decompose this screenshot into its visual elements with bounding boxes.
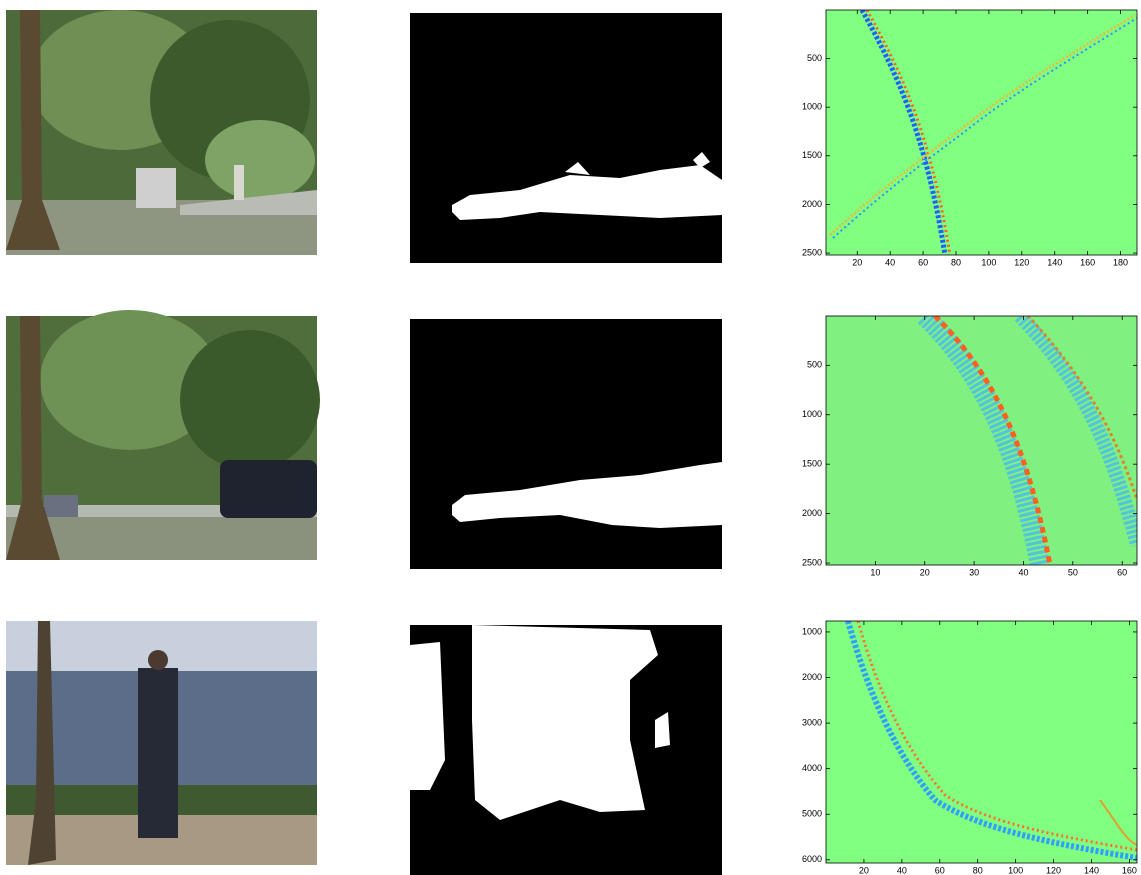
y-tick-label: 2000 xyxy=(802,508,822,518)
x-tick-label: 40 xyxy=(897,865,907,875)
y-tick-label: 1000 xyxy=(802,102,822,112)
heatmap-2 xyxy=(826,316,1137,565)
x-tick-label: 160 xyxy=(1122,865,1137,875)
x-tick-label: 160 xyxy=(1080,257,1095,267)
x-tick-label: 50 xyxy=(1068,567,1078,577)
y-tick-label: 6000 xyxy=(802,854,822,864)
y-tick-label: 2500 xyxy=(802,557,822,567)
y-tick-label: 500 xyxy=(807,53,822,63)
x-tick-label: 20 xyxy=(859,865,869,875)
x-tick-label: 20 xyxy=(920,567,930,577)
y-tick-label: 1000 xyxy=(802,409,822,419)
x-tick-label: 100 xyxy=(1008,865,1023,875)
x-tick-label: 80 xyxy=(951,257,961,267)
axes-frame xyxy=(825,315,1138,566)
x-tick-label: 20 xyxy=(852,257,862,267)
photo-1 xyxy=(6,10,317,255)
axes-frame xyxy=(825,620,1138,864)
y-tick-label: 5000 xyxy=(802,809,822,819)
y-tick-label: 2500 xyxy=(802,247,822,257)
mask-1 xyxy=(410,13,722,263)
y-tick-label: 2000 xyxy=(802,672,822,682)
x-tick-label: 60 xyxy=(935,865,945,875)
axes-frame xyxy=(825,9,1138,256)
photo-2 xyxy=(6,310,320,560)
mask-2 xyxy=(410,319,722,569)
y-tick-label: 3000 xyxy=(802,717,822,727)
x-tick-label: 10 xyxy=(870,567,880,577)
x-tick-label: 60 xyxy=(1117,567,1127,577)
y-tick-label: 1500 xyxy=(802,459,822,469)
y-tick-label: 2000 xyxy=(802,199,822,209)
mask-3 xyxy=(410,625,722,875)
x-tick-label: 140 xyxy=(1084,865,1099,875)
x-tick-label: 60 xyxy=(918,257,928,267)
y-tick-label: 1500 xyxy=(802,150,822,160)
y-tick-label: 1000 xyxy=(802,626,822,636)
x-tick-label: 140 xyxy=(1047,257,1062,267)
x-tick-label: 40 xyxy=(885,257,895,267)
photo-3 xyxy=(6,621,317,865)
x-tick-label: 40 xyxy=(1018,567,1028,577)
x-tick-label: 120 xyxy=(1014,257,1029,267)
x-tick-label: 120 xyxy=(1046,865,1061,875)
x-tick-label: 80 xyxy=(973,865,983,875)
heatmap-3 xyxy=(826,621,1137,863)
y-tick-label: 4000 xyxy=(802,763,822,773)
x-tick-label: 30 xyxy=(969,567,979,577)
x-tick-label: 180 xyxy=(1113,257,1128,267)
x-tick-label: 100 xyxy=(981,257,996,267)
heatmap-1 xyxy=(826,10,1137,255)
y-tick-label: 500 xyxy=(807,360,822,370)
